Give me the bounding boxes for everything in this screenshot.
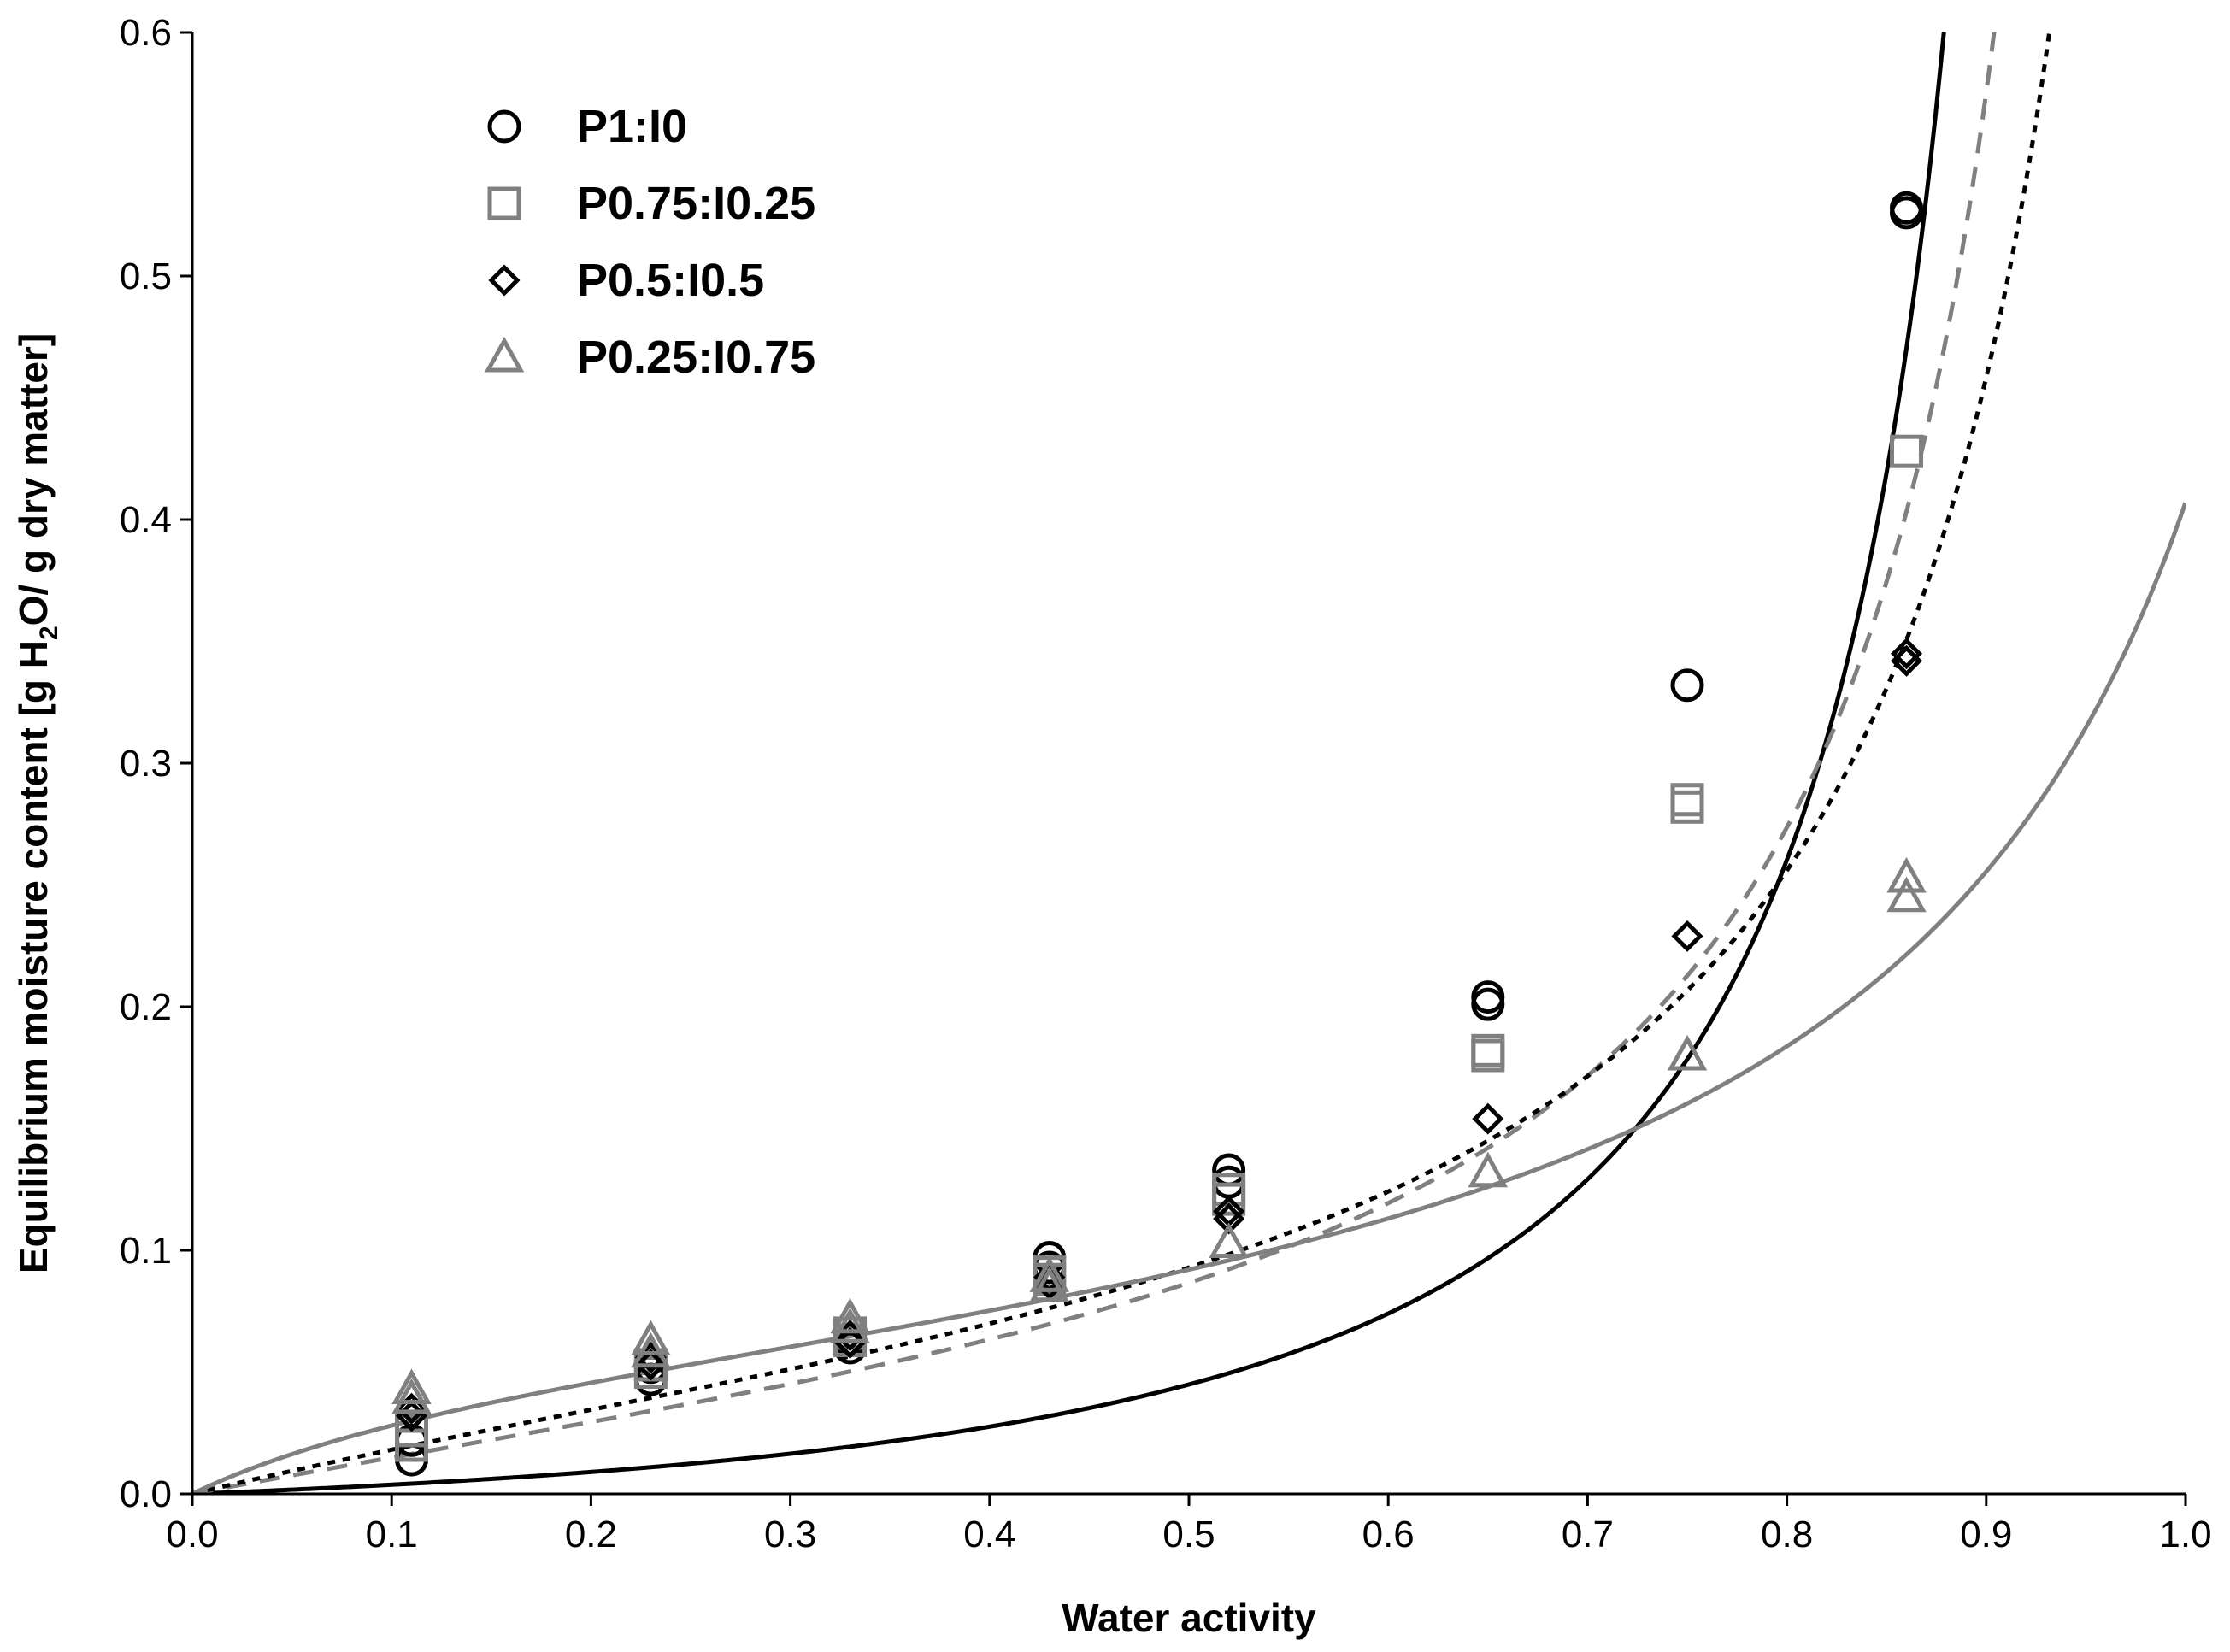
data-point-s3-8 — [1209, 1222, 1249, 1258]
legend-label-1: P0.75:I0.25 — [577, 178, 815, 229]
legend-label-3: P0.25:I0.75 — [577, 332, 815, 383]
data-point-s3-5 — [830, 1297, 870, 1334]
x-tick-label-5: 0.5 — [1162, 1514, 1215, 1555]
x-tick-label-10: 1.0 — [2159, 1514, 2211, 1555]
fit-curve-2 — [192, 32, 2052, 1494]
legend-marker-1 — [487, 186, 521, 220]
x-tick-label-2: 0.2 — [565, 1514, 617, 1555]
data-point-s1-1 — [395, 1414, 429, 1448]
x-axis-title: Water activity — [1062, 1596, 1316, 1640]
fit-curves — [192, 32, 2186, 1494]
axes: 0.0 0.1 0.2 0.3 0.4 0.5 0.6 0.7 0.8 0.9 1.0 0.0 0.1 0… — [120, 12, 2212, 1555]
y-tick-label-1: 0.1 — [120, 1230, 172, 1272]
data-point-s1-12 — [1670, 790, 1704, 824]
data-point-s3-10 — [1667, 1034, 1708, 1071]
y-tick-label-5: 0.5 — [120, 256, 172, 297]
y-tick-label-3: 0.3 — [120, 743, 172, 785]
x-tick-label-3: 0.3 — [764, 1514, 816, 1555]
y-axis-title: Equilibrium moisture content [g H2O/ g d… — [11, 333, 63, 1273]
data-point-s3-6 — [1029, 1266, 1070, 1302]
data-point-s3-2 — [631, 1332, 671, 1368]
legend: P1:I0 P0.75:I0.25 P0.5:I0.5 P0.25:I0.75 — [484, 101, 815, 383]
data-point-s3-7 — [1029, 1256, 1070, 1292]
y-tick-label-6: 0.6 — [120, 12, 172, 54]
x-tick-label-4: 0.4 — [963, 1514, 1015, 1555]
y-axis-title-prefix: Equilibrium moisture content [g H — [11, 640, 56, 1273]
y-axis-title-subscript: 2 — [35, 626, 63, 640]
x-tick-label-7: 0.7 — [1562, 1514, 1614, 1555]
data-point-s3-3 — [631, 1320, 671, 1355]
data-point-s2-13 — [1890, 638, 1923, 670]
data-point-s1-11 — [1471, 1033, 1505, 1067]
x-tick-label-1: 0.1 — [366, 1514, 418, 1555]
data-point-s2-11 — [1671, 920, 1703, 952]
x-tick-label-8: 0.8 — [1761, 1514, 1813, 1555]
y-tick-label-2: 0.2 — [120, 986, 172, 1028]
data-point-s2-10 — [1472, 1102, 1504, 1135]
data-point-s1-13 — [1670, 783, 1704, 817]
x-tick-label-6: 0.6 — [1362, 1514, 1415, 1555]
data-point-s1-14 — [1890, 434, 1924, 468]
fit-curve-1 — [192, 32, 1997, 1494]
data-point-s3-4 — [830, 1308, 870, 1343]
data-point-s3-11 — [1886, 876, 1927, 913]
data-point-s0-14 — [1890, 191, 1924, 225]
fit-curve-0 — [192, 32, 1946, 1494]
data-point-s3-1 — [391, 1368, 432, 1404]
data-points — [391, 191, 1927, 1477]
legend-marker-2 — [488, 264, 521, 297]
y-tick-label-4: 0.4 — [120, 499, 172, 541]
data-point-s3-9 — [1468, 1151, 1509, 1188]
data-point-s0-12 — [1670, 668, 1704, 703]
x-tick-label-9: 0.9 — [1960, 1514, 2012, 1555]
data-point-s3-0 — [391, 1378, 432, 1414]
legend-label-2: P0.5:I0.5 — [577, 255, 764, 306]
fit-curve-3 — [192, 502, 2186, 1494]
y-axis-title-suffix: O/ g dry matter] — [11, 333, 56, 626]
data-point-s2-1 — [395, 1392, 428, 1425]
x-tick-label-0: 0.0 — [166, 1514, 218, 1555]
y-tick-label-0: 0.0 — [120, 1473, 172, 1515]
legend-marker-0 — [487, 109, 521, 144]
legend-marker-3 — [484, 336, 525, 373]
data-point-s0-11 — [1471, 980, 1505, 1014]
legend-label-0: P1:I0 — [577, 101, 687, 152]
data-point-s3-12 — [1886, 856, 1927, 893]
